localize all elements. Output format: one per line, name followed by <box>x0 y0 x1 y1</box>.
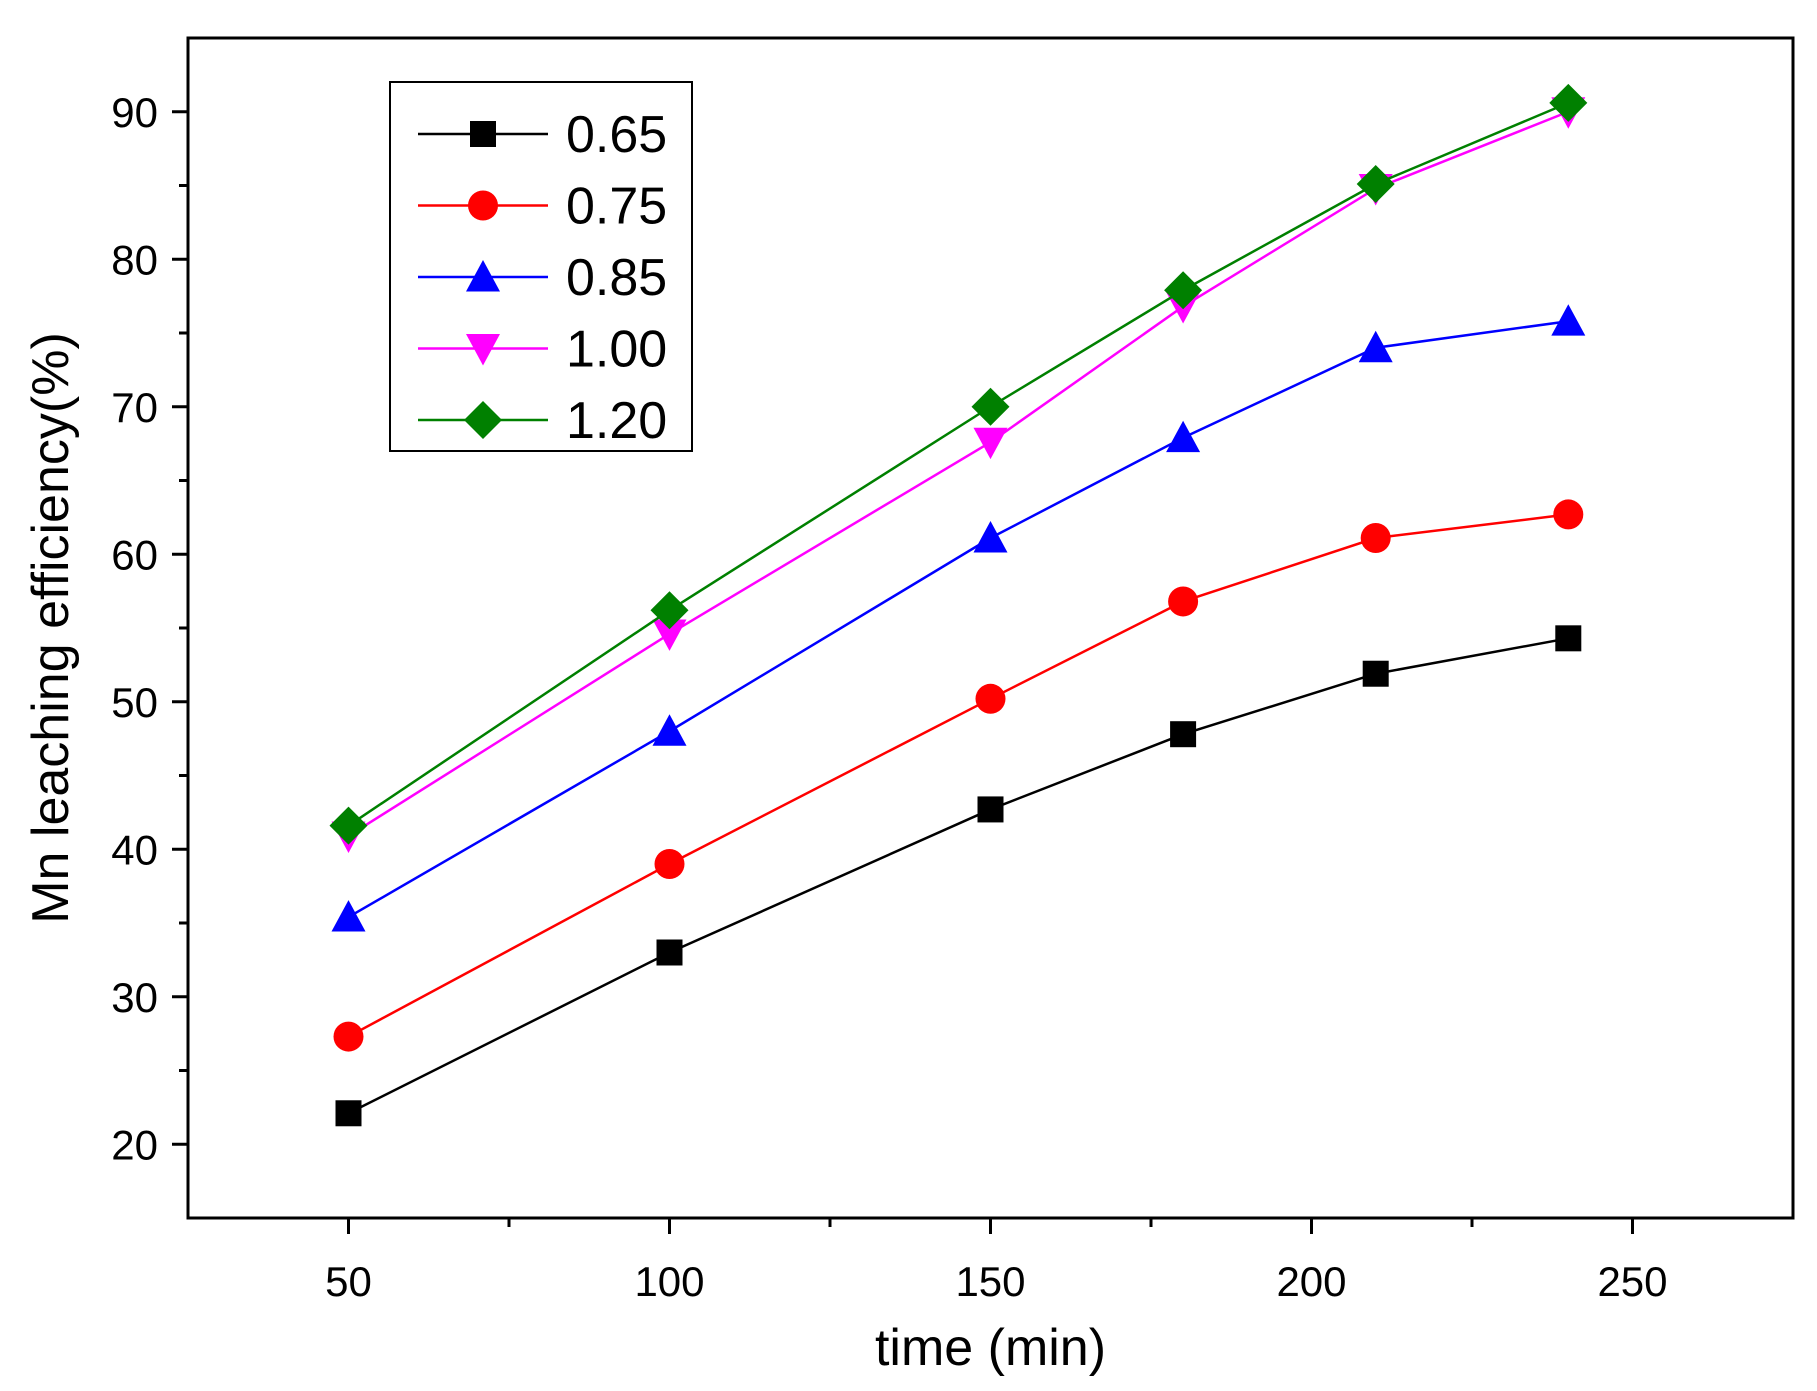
legend-label: 0.75 <box>566 178 667 236</box>
data-point <box>1170 721 1197 748</box>
y-tick-label: 50 <box>111 679 158 726</box>
data-point <box>654 849 685 879</box>
legend-item: 1.20 <box>418 392 667 450</box>
data-point <box>1356 165 1395 204</box>
x-tick-label: 50 <box>325 1258 372 1305</box>
y-tick-label: 30 <box>111 974 158 1021</box>
data-point <box>1553 499 1584 530</box>
data-point <box>1164 271 1203 310</box>
series-0.75 <box>333 499 1584 1052</box>
legend-item: 0.85 <box>418 249 667 307</box>
legend-marker <box>466 334 500 366</box>
x-axis-title: time (min) <box>875 1319 1106 1377</box>
y-tick-label: 20 <box>111 1121 158 1168</box>
x-tick-label: 100 <box>634 1258 704 1305</box>
data-point <box>1360 523 1391 554</box>
series-line-0.85 <box>347 319 1569 919</box>
legend-box <box>389 81 693 452</box>
data-point <box>1549 83 1588 122</box>
data-point <box>973 427 1008 460</box>
legend-item: 0.65 <box>418 106 667 164</box>
data-point <box>1358 330 1393 363</box>
series-layer <box>329 83 1588 1127</box>
data-point <box>652 714 687 746</box>
series-line-0.65 <box>347 637 1569 1115</box>
data-point <box>1362 660 1389 687</box>
data-point <box>331 900 366 932</box>
data-point <box>329 806 368 845</box>
x-tick-label: 250 <box>1597 1258 1667 1305</box>
legend-marker <box>470 121 496 147</box>
y-tick-label: 70 <box>111 384 158 431</box>
y-axis-title: Mn leaching efficiency(%) <box>22 332 80 924</box>
legend-label: 0.85 <box>566 249 667 307</box>
legend-label: 0.65 <box>566 106 667 164</box>
legend-marker <box>468 190 498 221</box>
data-point <box>1551 304 1586 336</box>
data-point <box>333 1021 364 1052</box>
legend-label: 1.20 <box>566 392 667 450</box>
data-point <box>335 1100 362 1127</box>
series-0.85 <box>331 304 1586 932</box>
legend-item: 0.75 <box>418 178 667 236</box>
data-point <box>656 939 683 966</box>
y-tick-label: 40 <box>111 826 158 873</box>
data-point <box>977 796 1004 823</box>
series-line-1.20 <box>347 101 1569 827</box>
y-tick-label: 60 <box>111 531 158 578</box>
legend: 0.65 0.75 0.85 1.00 1.20 <box>389 81 693 452</box>
series-0.65 <box>335 625 1582 1127</box>
data-point <box>650 591 689 630</box>
data-point <box>652 619 687 651</box>
legend-marker <box>466 260 500 292</box>
axis-ticks: 50 100 150 200 250 20 30 40 50 60 70 80 90 <box>111 89 1667 1305</box>
data-point <box>1555 625 1582 652</box>
legend-item: 1.00 <box>418 321 667 379</box>
data-point <box>1168 586 1199 617</box>
y-tick-label: 80 <box>111 236 158 283</box>
series-line-0.75 <box>347 513 1569 1038</box>
x-tick-label: 150 <box>955 1258 1025 1305</box>
data-point <box>973 521 1008 553</box>
series-1.20 <box>329 83 1588 845</box>
legend-label: 1.00 <box>566 321 667 379</box>
data-point <box>1166 420 1201 453</box>
x-tick-label: 200 <box>1276 1258 1346 1305</box>
series-line-1.00 <box>347 110 1569 838</box>
data-point <box>975 683 1006 714</box>
y-tick-label: 90 <box>111 89 158 136</box>
legend-marker <box>464 401 502 439</box>
plot-frame <box>186 36 1795 1220</box>
data-point <box>971 387 1010 426</box>
